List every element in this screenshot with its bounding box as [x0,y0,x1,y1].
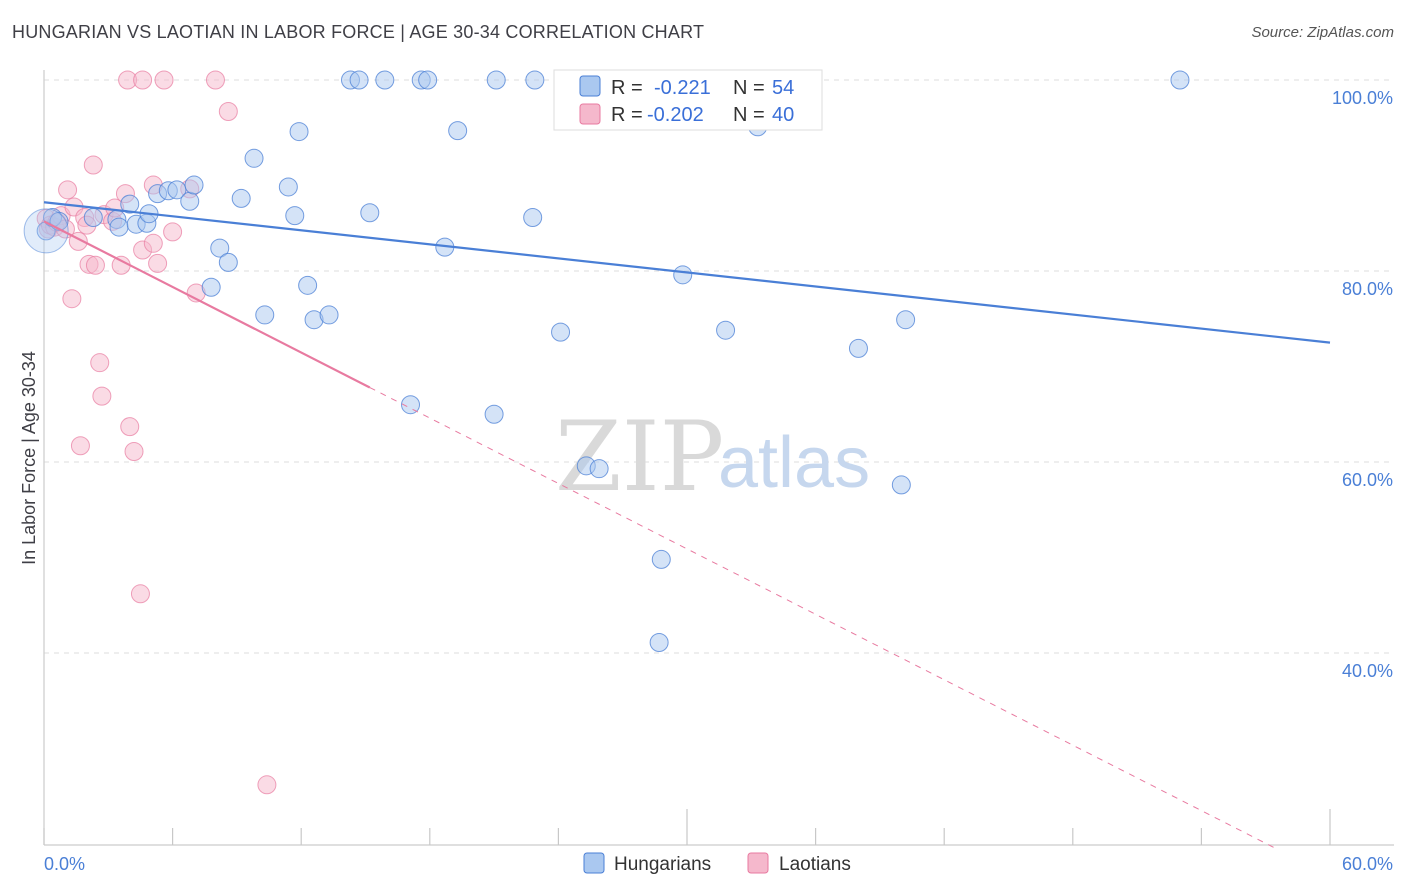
axes [43,70,1394,846]
laotian-point [83,155,103,175]
x-tick-marks [43,809,1331,845]
legend-swatch-pink [579,103,601,125]
hungarian-point [716,320,736,340]
hungarian-point [848,338,868,358]
hungarian-point [523,208,543,228]
trend-lines [43,201,1331,850]
legend-bottom-swatch-laotians [747,852,769,874]
hungarian-point [289,122,309,142]
legend-bottom: Hungarians Laotians [583,852,851,875]
hungarian-point [231,188,251,208]
laotian-point [148,253,168,273]
hungarian-point [484,404,504,424]
hungarian-point [278,177,298,197]
y-tick-label: 60.0% [1342,470,1393,490]
hungarian-point [349,70,369,90]
hungarian-point [319,305,339,325]
laotian-point [90,353,110,373]
hungarian-trend-line [43,201,1331,344]
legend-bottom-swatch-hungarians [583,852,605,874]
laotian-trend-extension [369,387,1277,850]
laotian-point [70,436,90,456]
laotian-point [120,417,140,437]
watermark-zip: ZIP [555,401,724,513]
x-tick-labels: 0.0% 60.0% [44,854,1393,874]
laotian-point [143,233,163,253]
laotian-point [62,289,82,309]
hungarian-point [218,252,238,272]
legend-bottom-hungarians: Hungarians [614,854,711,875]
laotian-point [257,775,277,795]
hungarian-point [180,191,200,211]
hungarian-point [589,459,609,479]
hungarian-point [285,206,305,226]
hungarian-cluster-point [23,208,69,254]
hungarian-point [673,265,693,285]
gridlines [44,79,1394,654]
hungarian-point [448,121,468,141]
chart-title: HUNGARIAN VS LAOTIAN IN LABOR FORCE | AG… [12,22,705,42]
legend-r-label-1: R = [611,77,643,99]
hungarian-point [651,549,671,569]
legend-n-label-1: N = [733,77,765,99]
legend-n-value-2: 40 [772,104,794,126]
y-tick-labels: 100.0% 80.0% 60.0% 40.0% [1332,88,1393,681]
laotian-point [124,441,144,461]
y-tick-label: 80.0% [1342,279,1393,299]
hungarian-point [1170,70,1190,90]
hungarian-point [201,277,221,297]
hungarian-point [486,70,506,90]
laotian-trend-line [43,220,371,389]
y-tick-label: 100.0% [1332,88,1393,108]
y-tick-label: 40.0% [1342,661,1393,681]
hungarian-point [360,203,380,223]
laotian-point [111,255,131,275]
laotian-point [205,70,225,90]
hungarian-point [551,322,571,342]
hungarian-point [649,632,669,652]
laotian-points [36,70,277,795]
legend-n-label-2: N = [733,104,765,126]
hungarian-point [891,475,911,495]
hungarian-point [184,175,204,195]
hungarian-point [109,217,129,237]
legend-r-label-2: R = [611,104,643,126]
laotian-point [133,70,153,90]
legend-r-value-1: -0.221 [654,77,711,99]
watermark: ZIP atlas [555,401,870,513]
hungarian-point [83,208,103,228]
hungarian-point [210,238,230,258]
hungarian-point [244,148,264,168]
watermark-atlas: atlas [718,423,870,503]
x-tick-label: 0.0% [44,854,85,874]
y-axis-label: In Labor Force | Age 30-34 [19,351,39,565]
hungarian-point [418,70,438,90]
hungarian-point [255,305,275,325]
laotian-point [85,255,105,275]
hungarian-point [401,395,421,415]
x-tick-label: 60.0% [1342,854,1393,874]
hungarian-point [298,275,318,295]
legend-swatch-blue [579,75,601,97]
legend-top: R = -0.221 N = 54 R = -0.202 N = 40 [553,69,823,131]
source-label: Source: ZipAtlas.com [1251,24,1394,41]
legend-r-value-2: -0.202 [647,104,704,126]
laotian-point [163,222,183,242]
laotian-point [130,584,150,604]
legend-bottom-laotians: Laotians [779,854,851,875]
hungarian-point [375,70,395,90]
hungarian-points [23,70,1190,652]
hungarian-point [525,70,545,90]
hungarian-point [896,310,916,330]
laotian-point [92,386,112,406]
hungarian-point [120,194,140,214]
laotian-point [58,180,78,200]
legend-n-value-1: 54 [772,77,794,99]
laotian-point [218,102,238,122]
laotian-point [154,70,174,90]
